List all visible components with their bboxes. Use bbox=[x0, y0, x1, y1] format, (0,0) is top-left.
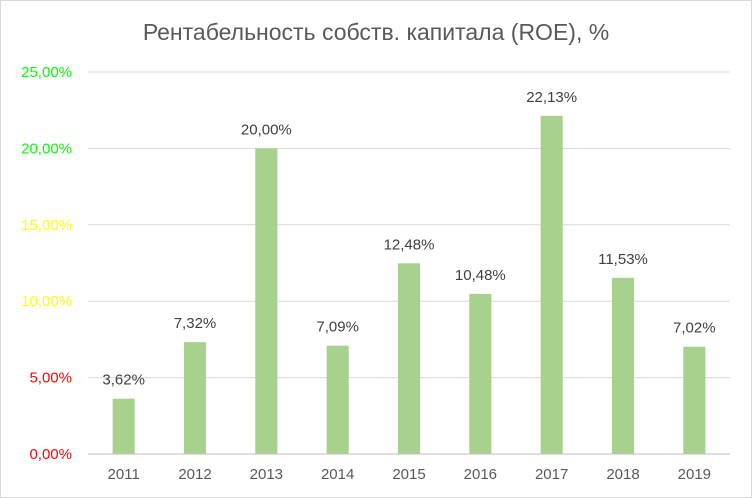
bar bbox=[112, 398, 135, 454]
y-tick-label: 20,00% bbox=[21, 140, 72, 157]
data-label: 22,13% bbox=[526, 89, 577, 106]
x-tick-label: 2014 bbox=[321, 466, 354, 483]
x-tick-label: 2016 bbox=[464, 466, 497, 483]
bar bbox=[397, 263, 421, 454]
data-label: 3,62% bbox=[102, 372, 145, 389]
bar bbox=[183, 342, 207, 454]
y-tick-label: 25,00% bbox=[21, 64, 72, 81]
data-label: 10,48% bbox=[455, 267, 506, 284]
bar bbox=[469, 293, 492, 454]
x-axis-ticks: 2011 2012 2013 2014 2015 2016 2017 2018 2019 bbox=[108, 466, 711, 483]
y-axis-ticks: 0,00% 5,00% 10,00% 15,00% 20,00% 25,00% bbox=[21, 64, 72, 463]
x-tick-label: 2019 bbox=[678, 466, 711, 483]
x-tick-label: 2011 bbox=[108, 466, 140, 483]
x-tick-label: 2017 bbox=[535, 466, 568, 483]
data-label: 7,02% bbox=[673, 320, 716, 337]
data-label: 7,09% bbox=[316, 319, 359, 336]
y-tick-label: 15,00% bbox=[21, 217, 72, 234]
bars bbox=[112, 115, 706, 454]
bar bbox=[326, 345, 349, 454]
y-tick-label: 10,00% bbox=[21, 293, 72, 310]
x-tick-label: 2018 bbox=[606, 466, 639, 483]
bar bbox=[683, 346, 706, 454]
bar bbox=[611, 277, 635, 454]
data-label: 12,48% bbox=[384, 236, 435, 253]
y-tick-label: 0,00% bbox=[29, 446, 72, 463]
x-tick-label: 2012 bbox=[178, 466, 211, 483]
data-label: 7,32% bbox=[174, 315, 217, 332]
x-tick-label: 2015 bbox=[392, 466, 425, 483]
chart-title: Рентабельность собств. капитала (ROE), % bbox=[143, 19, 609, 45]
x-tick-label: 2013 bbox=[250, 466, 283, 483]
bar bbox=[255, 148, 278, 454]
y-tick-label: 5,00% bbox=[29, 370, 72, 387]
bar bbox=[540, 115, 563, 454]
data-labels: 3,62% 7,32% 20,00% 7,09% 12,48% 10,48% 22,13% 1… bbox=[102, 89, 715, 389]
data-label: 11,53% bbox=[598, 251, 648, 268]
data-label: 20,00% bbox=[241, 121, 292, 138]
